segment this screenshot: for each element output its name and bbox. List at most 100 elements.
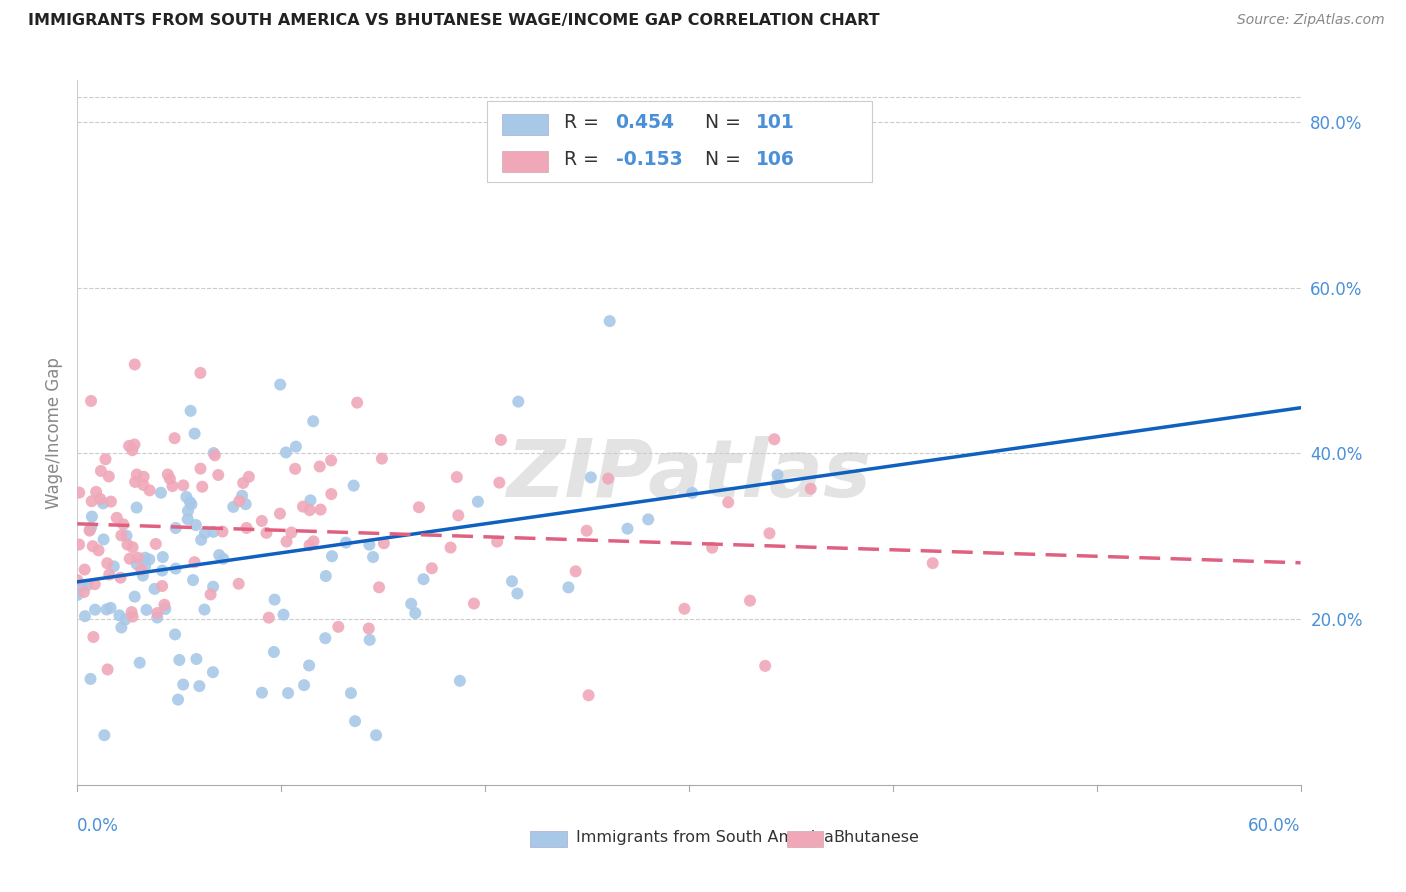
Point (143, 582, 166, 596)
Point (420, 561, 443, 575)
Point (98, 567, 121, 582)
Point (368, 580, 391, 594)
Point (177, 504, 200, 518)
Point (231, 489, 253, 503)
Point (702, 541, 724, 555)
Point (188, 679, 211, 693)
Point (211, 524, 233, 539)
Point (449, 673, 471, 688)
Point (557, 581, 579, 595)
Point (257, 610, 280, 624)
Point (599, 314, 621, 328)
Point (103, 559, 125, 574)
Point (159, 472, 181, 486)
Point (321, 487, 343, 501)
Point (202, 524, 225, 539)
Point (124, 437, 146, 451)
Point (97, 469, 120, 483)
Point (766, 467, 789, 482)
Point (84, 484, 107, 499)
Point (121, 541, 143, 555)
Point (80, 520, 103, 534)
Point (235, 497, 257, 511)
Point (121, 443, 143, 458)
Point (131, 562, 153, 576)
Point (183, 555, 205, 569)
Point (162, 479, 184, 493)
Point (321, 549, 343, 564)
Point (371, 451, 394, 466)
Point (488, 475, 510, 490)
Point (80, 394, 103, 409)
Point (167, 692, 190, 706)
Point (91, 496, 114, 510)
Point (132, 568, 155, 582)
Point (302, 534, 325, 549)
Point (186, 652, 208, 666)
Text: Immigrants from South America: Immigrants from South America (576, 830, 834, 846)
Point (202, 446, 225, 460)
Text: 60.0%: 60.0% (1249, 817, 1301, 835)
Text: 0.0%: 0.0% (77, 817, 120, 835)
Point (79, 524, 101, 538)
Point (486, 534, 509, 549)
Point (228, 494, 250, 508)
Point (340, 686, 363, 700)
Point (110, 528, 132, 542)
Y-axis label: Wage/Income Gap: Wage/Income Gap (45, 357, 63, 508)
Point (228, 576, 250, 591)
Point (238, 470, 260, 484)
Point (83, 577, 105, 591)
Point (201, 665, 224, 680)
Text: R =: R = (564, 150, 605, 169)
Point (125, 467, 148, 482)
Point (284, 462, 307, 476)
FancyBboxPatch shape (486, 102, 873, 183)
Point (149, 485, 172, 500)
Point (96, 556, 118, 570)
Point (84, 603, 107, 617)
Point (299, 493, 322, 508)
Point (117, 538, 139, 552)
Point (277, 686, 299, 700)
Point (208, 548, 231, 562)
Point (190, 366, 212, 380)
Point (121, 609, 143, 624)
Point (191, 480, 214, 494)
Point (202, 580, 225, 594)
Point (399, 597, 422, 611)
Point (575, 524, 598, 538)
Point (169, 653, 191, 667)
Point (121, 605, 143, 619)
Point (298, 503, 321, 517)
FancyBboxPatch shape (787, 831, 824, 847)
Point (207, 467, 229, 482)
Point (758, 526, 780, 541)
Point (263, 592, 285, 607)
Point (138, 552, 160, 566)
Point (172, 677, 194, 691)
Point (273, 607, 295, 622)
Text: 0.454: 0.454 (616, 113, 675, 132)
Point (717, 495, 740, 509)
Point (359, 632, 381, 647)
Point (100, 600, 122, 615)
Point (269, 507, 291, 521)
Point (165, 627, 187, 641)
Point (135, 603, 157, 617)
Point (309, 502, 332, 516)
Point (108, 608, 131, 623)
Point (373, 536, 395, 550)
Point (364, 728, 387, 742)
Point (681, 486, 703, 500)
Point (67, 537, 90, 551)
Point (263, 645, 285, 659)
Point (274, 445, 297, 459)
Point (73, 563, 96, 577)
Text: 101: 101 (756, 113, 794, 132)
Point (66, 573, 89, 587)
Point (446, 470, 468, 484)
Point (155, 602, 177, 616)
Point (128, 656, 150, 670)
Point (94, 452, 117, 467)
